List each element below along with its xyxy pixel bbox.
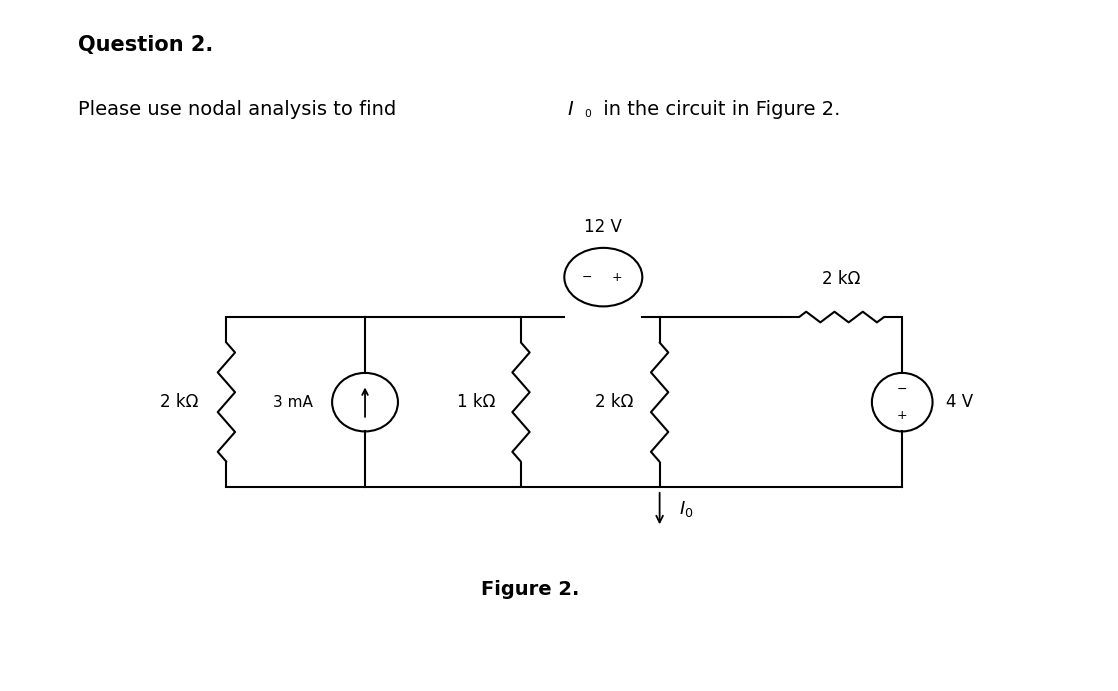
- Text: $\mathit{I}$: $\mathit{I}$: [567, 100, 574, 119]
- Text: $_0$: $_0$: [584, 105, 591, 120]
- Text: −: −: [581, 271, 593, 283]
- Text: +: +: [612, 271, 623, 283]
- Text: −: −: [897, 383, 908, 395]
- Text: 4 V: 4 V: [946, 393, 973, 411]
- Text: $I_0$: $I_0$: [679, 499, 693, 518]
- Text: Please use nodal analysis to find: Please use nodal analysis to find: [78, 100, 402, 119]
- Text: 2 kΩ: 2 kΩ: [160, 393, 198, 411]
- Text: 12 V: 12 V: [585, 218, 623, 236]
- Text: Question 2.: Question 2.: [78, 35, 214, 55]
- Text: 2 kΩ: 2 kΩ: [823, 269, 861, 287]
- Text: in the circuit in Figure 2.: in the circuit in Figure 2.: [597, 100, 841, 119]
- Text: 2 kΩ: 2 kΩ: [596, 393, 634, 411]
- Text: Figure 2.: Figure 2.: [481, 580, 579, 599]
- Text: +: +: [897, 409, 908, 422]
- Text: 3 mA: 3 mA: [273, 395, 313, 410]
- Text: 1 kΩ: 1 kΩ: [457, 393, 495, 411]
